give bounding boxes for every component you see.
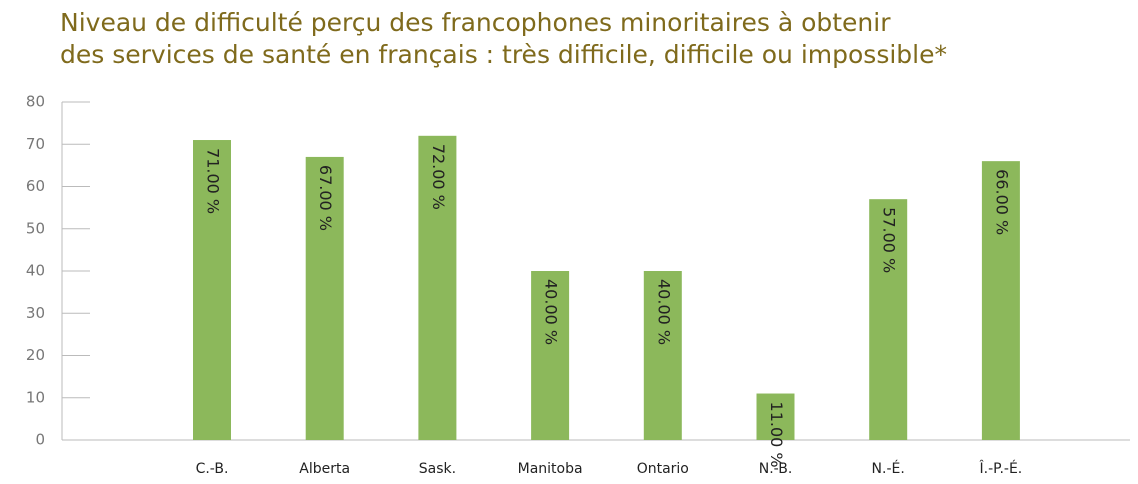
data-label: 57.00 % xyxy=(880,207,899,273)
data-label: 11.00 % xyxy=(767,402,786,468)
x-tick-label: C.-B. xyxy=(196,461,229,477)
x-tick-label: Alberta xyxy=(299,461,350,477)
chart-title: Niveau de difficulté perçu des francopho… xyxy=(60,8,891,37)
bar xyxy=(981,161,1020,440)
y-tick-label: 40 xyxy=(26,262,45,280)
y-tick-label: 30 xyxy=(26,304,45,322)
bar xyxy=(418,135,457,441)
y-tick-label: 70 xyxy=(26,135,45,153)
bar xyxy=(305,156,344,441)
data-label: 71.00 % xyxy=(204,148,223,214)
data-label: 72.00 % xyxy=(429,144,448,210)
chart-title: des services de santé en français : très… xyxy=(60,40,947,69)
data-label: 67.00 % xyxy=(316,165,335,231)
data-label: 40.00 % xyxy=(542,279,561,345)
x-tick-label: N.-É. xyxy=(872,460,905,477)
y-tick-label: 60 xyxy=(26,177,45,195)
y-tick-label: 80 xyxy=(26,93,45,111)
y-tick-label: 50 xyxy=(26,219,45,237)
bar xyxy=(193,140,231,440)
data-label: 66.00 % xyxy=(992,169,1011,235)
y-tick-label: 0 xyxy=(35,431,45,449)
data-label: 40.00 % xyxy=(654,279,673,345)
x-tick-label: N.-B. xyxy=(759,461,793,477)
bar xyxy=(531,271,570,440)
bar xyxy=(869,199,908,440)
x-tick-label: Manitoba xyxy=(518,461,583,477)
x-tick-label: Î.-P.-É. xyxy=(979,459,1023,477)
x-tick-label: Ontario xyxy=(637,461,689,477)
y-tick-label: 20 xyxy=(26,346,45,364)
y-tick-label: 10 xyxy=(26,388,45,406)
bar xyxy=(643,271,682,440)
bar xyxy=(756,393,795,440)
x-tick-label: Sask. xyxy=(419,461,456,477)
